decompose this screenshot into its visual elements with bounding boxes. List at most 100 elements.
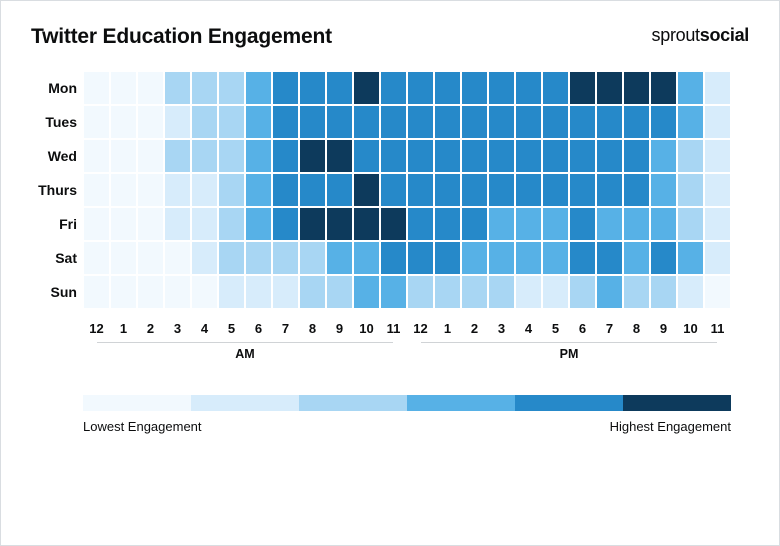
heatmap-cell [596, 241, 623, 275]
heatmap-cell [164, 207, 191, 241]
heatmap-cell [515, 207, 542, 241]
heatmap-cell [704, 71, 731, 105]
x-axis-label: 8 [299, 321, 326, 336]
heatmap-cell [461, 275, 488, 309]
heatmap-cell [407, 105, 434, 139]
legend: Lowest Engagement Highest Engagement [83, 395, 731, 434]
heatmap-grid [83, 71, 731, 309]
heatmap-cell [569, 71, 596, 105]
x-axis-label: 8 [623, 321, 650, 336]
period-label-am: AM [83, 347, 407, 361]
heatmap-cell [515, 105, 542, 139]
heatmap-cell [434, 241, 461, 275]
x-axis-label: 7 [596, 321, 623, 336]
y-axis-label: Tues [31, 105, 77, 139]
heatmap-cell [488, 207, 515, 241]
heatmap-cell [569, 173, 596, 207]
heatmap-cell [515, 173, 542, 207]
heatmap-cell [542, 173, 569, 207]
heatmap-cell [596, 139, 623, 173]
legend-low-label: Lowest Engagement [83, 419, 202, 434]
heatmap-cell [461, 241, 488, 275]
heatmap-cell [407, 71, 434, 105]
heatmap-cell [245, 173, 272, 207]
x-axis-label: 4 [515, 321, 542, 336]
legend-bar [83, 395, 731, 411]
heatmap-cell [488, 241, 515, 275]
heatmap-row [83, 241, 731, 275]
heatmap-cell [434, 173, 461, 207]
heatmap-cell [461, 71, 488, 105]
heatmap-cell [164, 275, 191, 309]
legend-segment [299, 395, 407, 411]
heatmap-cell [596, 173, 623, 207]
heatmap-cell [83, 275, 110, 309]
heatmap-cell [164, 241, 191, 275]
heatmap-cell [272, 139, 299, 173]
legend-high-label: Highest Engagement [610, 419, 731, 434]
brand-prefix: sprout [652, 25, 700, 45]
heatmap-cell [542, 105, 569, 139]
heatmap-cell [164, 71, 191, 105]
heatmap-cell [245, 275, 272, 309]
heatmap-cell [488, 105, 515, 139]
chart-title: Twitter Education Engagement [31, 25, 332, 49]
heatmap-cell [704, 139, 731, 173]
heatmap-cell [569, 275, 596, 309]
heatmap-cell [137, 173, 164, 207]
heatmap-cell [218, 275, 245, 309]
heatmap-cell [650, 241, 677, 275]
heatmap-cell [623, 207, 650, 241]
x-axis-label: 1 [434, 321, 461, 336]
heatmap-cell [461, 105, 488, 139]
heatmap-cell [137, 275, 164, 309]
heatmap-cell [434, 207, 461, 241]
heatmap-cell [677, 173, 704, 207]
brand-suffix: social [700, 25, 749, 45]
heatmap-cell [272, 71, 299, 105]
heatmap-cell [515, 275, 542, 309]
heatmap-cell [299, 275, 326, 309]
y-axis-label: Fri [31, 207, 77, 241]
heatmap-cell [677, 275, 704, 309]
heatmap-cell [488, 275, 515, 309]
x-axis-label: 3 [488, 321, 515, 336]
period-am: AM [83, 340, 407, 361]
heatmap-card: Twitter Education Engagement sproutsocia… [0, 0, 780, 546]
heatmap-cell [596, 105, 623, 139]
heatmap-cell [326, 105, 353, 139]
heatmap-cell [623, 275, 650, 309]
heatmap-cell [434, 71, 461, 105]
heatmap-cell [299, 173, 326, 207]
heatmap-cell [272, 105, 299, 139]
x-axis: 121234567891011121234567891011 AM PM [83, 321, 749, 361]
heatmap-cell [569, 207, 596, 241]
heatmap-cell [623, 71, 650, 105]
brand-logo: sproutsocial [652, 25, 749, 46]
heatmap-cell [272, 275, 299, 309]
heatmap-cell [461, 207, 488, 241]
heatmap-cell [110, 71, 137, 105]
heatmap-cell [110, 241, 137, 275]
heatmap-cell [515, 241, 542, 275]
heatmap-cell [191, 71, 218, 105]
heatmap-cell [380, 105, 407, 139]
heatmap-cell [650, 105, 677, 139]
heatmap-cell [218, 173, 245, 207]
legend-labels: Lowest Engagement Highest Engagement [83, 419, 731, 434]
y-axis-label: Sat [31, 241, 77, 275]
heatmap-cell [164, 139, 191, 173]
heatmap-cell [245, 207, 272, 241]
heatmap-cell [191, 275, 218, 309]
heatmap-cell [623, 173, 650, 207]
heatmap-cell [434, 275, 461, 309]
heatmap-cell [272, 207, 299, 241]
x-axis-label: 11 [380, 321, 407, 336]
heatmap-cell [218, 139, 245, 173]
period-row: AM PM [83, 340, 749, 361]
heatmap-cell [704, 241, 731, 275]
heatmap-cell [461, 139, 488, 173]
period-line-am [97, 342, 393, 343]
heatmap-cell [596, 275, 623, 309]
heatmap-cell [218, 207, 245, 241]
